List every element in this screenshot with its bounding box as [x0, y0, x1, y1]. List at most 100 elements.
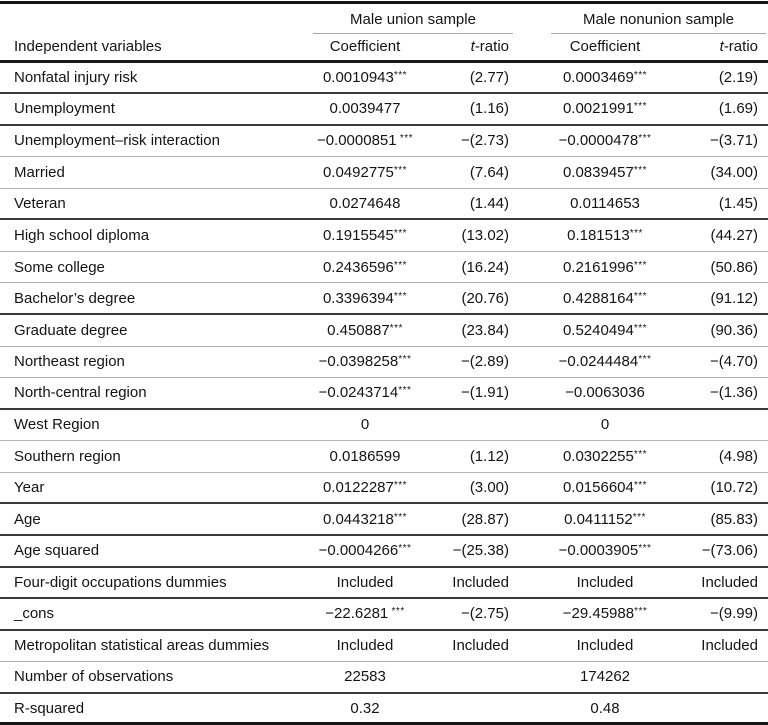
significance-stars: ***	[634, 70, 647, 81]
variable-label: Unemployment	[0, 100, 300, 117]
nonunion-coefficient-cell: −0.0000478***	[545, 132, 665, 149]
variable-label: Year	[0, 479, 300, 496]
significance-stars: ***	[394, 165, 407, 176]
union-t-ratio-cell: Included	[430, 637, 515, 654]
nonunion-t-ratio-cell: (90.36)	[665, 322, 768, 339]
union-coefficient-cell: 22583	[300, 668, 430, 685]
union-t-ratio-cell: (20.76)	[430, 290, 515, 307]
coefficient-value: 0.0114653	[570, 195, 640, 212]
nonunion-t-ratio-cell: Included	[665, 637, 768, 654]
union-coefficient-cell: 0.3396394***	[300, 290, 430, 307]
coefficient-value: Included	[577, 574, 634, 591]
table-row: Age 0.0443218*** (28.87) 0.0411152*** (8…	[0, 504, 768, 536]
coefficient-value: 0.0839457	[563, 164, 634, 181]
coefficient-value: −22.6281	[325, 605, 388, 622]
union-t-ratio-cell: −(2.73)	[430, 132, 515, 149]
significance-stars: ***	[634, 606, 647, 617]
union-coefficient-cell: 0.0122287***	[300, 479, 430, 496]
nonunion-coefficient-header: Coefficient	[545, 38, 665, 60]
significance-stars: ***	[638, 354, 651, 365]
union-t-ratio-cell: (28.87)	[430, 511, 515, 528]
significance-stars: ***	[398, 354, 411, 365]
coefficient-value: 0.3396394	[323, 290, 394, 307]
coefficient-value: −0.0063036	[565, 384, 645, 401]
coefficient-value: 0.0010943	[323, 69, 394, 86]
significance-stars: ***	[634, 260, 647, 271]
nonunion-t-ratio-cell: −(4.70)	[665, 353, 768, 370]
union-coefficient-cell: 0.0010943***	[300, 69, 430, 86]
nonunion-coefficient-cell: 0.2161996***	[545, 259, 665, 276]
union-coefficient-cell: Included	[300, 637, 430, 654]
union-t-ratio-cell: (23.84)	[430, 322, 515, 339]
table-row: Bachelor’s degree 0.3396394*** (20.76) 0…	[0, 283, 768, 315]
significance-stars: ***	[394, 480, 407, 491]
table-row: _cons −22.6281 *** −(2.75) −29.45988*** …	[0, 599, 768, 631]
variable-label: Number of observations	[0, 668, 300, 685]
union-coefficient-cell: −0.0004266***	[300, 542, 430, 559]
nonunion-coefficient-cell: −0.0063036	[545, 384, 665, 401]
union-t-ratio-header: t-ratio	[430, 38, 515, 60]
union-t-ratio-cell: Included	[430, 574, 515, 591]
union-coefficient-header: Coefficient	[300, 38, 430, 60]
table-row: Southern region 0.0186599 (1.12) 0.03022…	[0, 441, 768, 473]
group-header-nonunion-label: Male nonunion sample	[583, 11, 734, 28]
coefficient-value: 0.4288164	[563, 290, 634, 307]
significance-stars: ***	[388, 606, 404, 617]
nonunion-t-ratio-cell: (34.00)	[665, 164, 768, 181]
nonunion-t-ratio-cell: −(1.36)	[665, 384, 768, 401]
variable-label: _cons	[0, 605, 300, 622]
nonunion-t-ratio-header: t-ratio	[665, 38, 768, 60]
union-coefficient-cell: 0.450887***	[300, 322, 430, 339]
variable-label: Northeast region	[0, 353, 300, 370]
nonunion-coefficient-cell: 0.181513***	[545, 227, 665, 244]
coefficient-value: 22583	[344, 668, 386, 685]
coefficient-value: 0.32	[350, 700, 379, 717]
union-coefficient-cell: −0.0000851 ***	[300, 132, 430, 149]
table-row: Veteran 0.0274648 (1.44) 0.0114653 (1.45…	[0, 189, 768, 221]
significance-stars: ***	[634, 323, 647, 334]
nonunion-coefficient-cell: 0.48	[545, 700, 665, 717]
nonunion-coefficient-cell: −0.0003905***	[545, 542, 665, 559]
coefficient-value: Included	[337, 637, 394, 654]
table-body: Nonfatal injury risk 0.0010943*** (2.77)…	[0, 63, 768, 725]
union-t-ratio-cell: −(2.89)	[430, 353, 515, 370]
union-t-ratio-cell: −(25.38)	[430, 542, 515, 559]
nonunion-t-ratio-cell: (2.19)	[665, 69, 768, 86]
union-t-ratio-cell: (7.64)	[430, 164, 515, 181]
coefficient-value: Included	[577, 637, 634, 654]
nonunion-coefficient-cell: −29.45988***	[545, 605, 665, 622]
coefficient-value: 0	[601, 416, 609, 433]
coefficient-value: 0.1915545	[323, 227, 394, 244]
table-row: Some college 0.2436596*** (16.24) 0.2161…	[0, 252, 768, 284]
significance-stars: ***	[634, 101, 647, 112]
union-coefficient-cell: 0.0443218***	[300, 511, 430, 528]
variable-label: Four-digit occupations dummies	[0, 574, 300, 591]
union-coefficient-cell: 0.0274648	[300, 195, 430, 212]
variable-label: Unemployment–risk interaction	[0, 132, 300, 149]
table-row: Unemployment 0.0039477 (1.16) 0.0021991*…	[0, 94, 768, 126]
coefficient-value: 0.2436596	[323, 259, 394, 276]
coefficient-value: −0.0004266	[319, 542, 399, 559]
coefficient-value: 0.5240494	[563, 322, 634, 339]
coefficient-value: 0.0186599	[330, 448, 401, 465]
variable-label: Southern region	[0, 448, 300, 465]
nonunion-coefficient-cell: 0.5240494***	[545, 322, 665, 339]
significance-stars: ***	[394, 70, 407, 81]
union-coefficient-cell: 0.0186599	[300, 448, 430, 465]
table-row: West Region 0 0	[0, 410, 768, 442]
union-t-ratio-cell: −(1.91)	[430, 384, 515, 401]
variable-label: Graduate degree	[0, 322, 300, 339]
significance-stars: ***	[634, 449, 647, 460]
coefficient-value: −0.0003905	[559, 542, 639, 559]
coefficient-value: 0.0122287	[323, 479, 394, 496]
significance-stars: ***	[398, 543, 411, 554]
union-t-ratio-cell: −(2.75)	[430, 605, 515, 622]
nonunion-t-ratio-cell: (10.72)	[665, 479, 768, 496]
nonunion-coefficient-cell: 0.0302255***	[545, 448, 665, 465]
nonunion-t-ratio-cell: (44.27)	[665, 227, 768, 244]
t-ratio-rest: -ratio	[475, 38, 509, 55]
nonunion-coefficient-cell: 0.0411152***	[545, 511, 665, 528]
table-row: North-central region −0.0243714*** −(1.9…	[0, 378, 768, 410]
significance-stars: ***	[394, 512, 407, 523]
